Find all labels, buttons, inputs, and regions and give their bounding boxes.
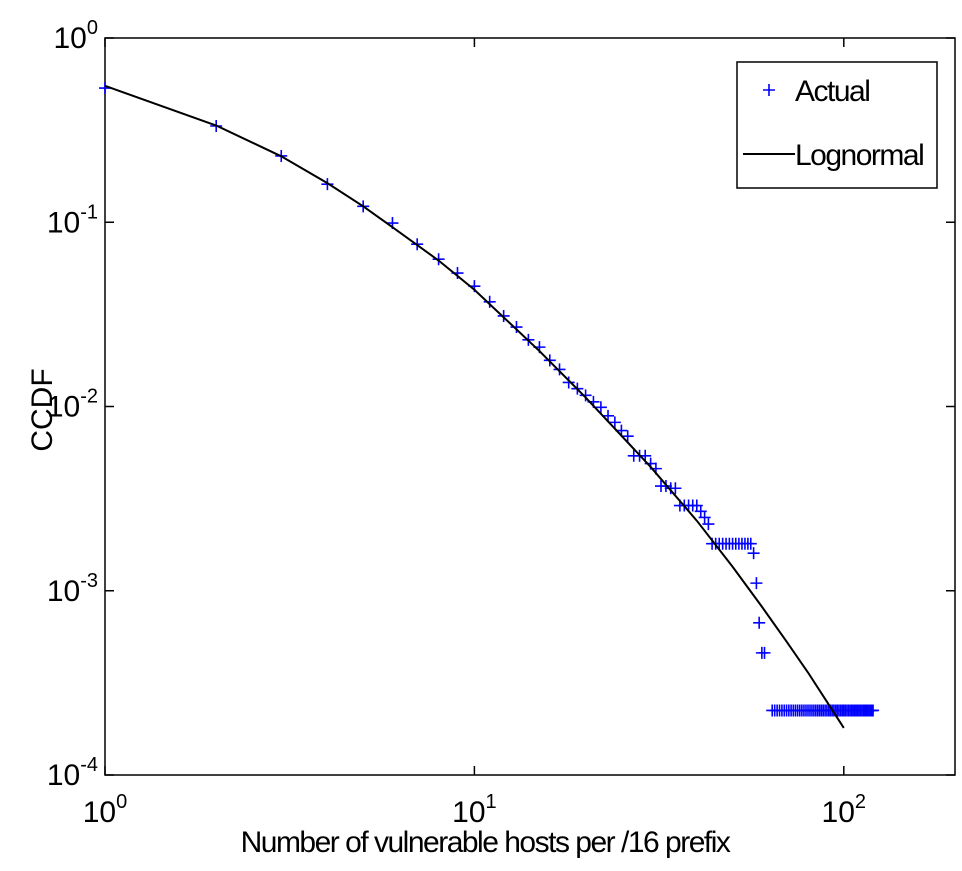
- tick-label-base: 10: [47, 575, 80, 608]
- data-point: [594, 401, 607, 414]
- tick-label: 101: [452, 791, 497, 829]
- data-point: [744, 537, 757, 550]
- legend-label: Lognormal: [795, 139, 923, 172]
- tick-label-base: 10: [54, 22, 87, 55]
- tick-label-exponent: -1: [80, 201, 98, 223]
- tick-label-exponent: 0: [116, 791, 127, 813]
- data-point: [750, 577, 763, 590]
- tick-label-base: 10: [452, 796, 485, 829]
- tick-label: 10-1: [47, 201, 98, 239]
- tick-label: 102: [822, 791, 867, 829]
- tick-label: 10-2: [47, 386, 98, 424]
- data-point: [553, 363, 566, 376]
- tick-label-base: 10: [47, 759, 80, 792]
- tick-label-exponent: 1: [486, 791, 497, 813]
- data-point: [608, 416, 621, 429]
- tick-label-exponent: -3: [80, 570, 98, 592]
- y-axis-label: CCDF: [26, 368, 59, 451]
- data-point: [669, 482, 682, 495]
- tick-label-exponent: 0: [87, 17, 98, 39]
- tick-label-base: 10: [822, 796, 855, 829]
- data-line: [104, 84, 845, 729]
- tick-label: 10-3: [47, 570, 98, 608]
- tick-label-base: 10: [47, 391, 80, 424]
- data-point: [483, 295, 496, 308]
- data-point: [867, 704, 880, 717]
- data-point: [579, 389, 592, 402]
- data-point: [562, 376, 575, 389]
- data-point: [753, 616, 766, 629]
- tick-label-exponent: -4: [80, 754, 98, 776]
- x-axis-label: Number of vulnerable hosts per /16 prefi…: [241, 826, 731, 859]
- legend-label: Actual: [795, 75, 869, 108]
- data-point: [747, 547, 760, 560]
- data-point: [621, 430, 634, 443]
- data-point: [698, 511, 711, 524]
- plot-frame: [104, 37, 956, 776]
- tick-label-base: 10: [83, 796, 116, 829]
- data-point: [432, 253, 445, 266]
- legend-marker: [763, 84, 775, 96]
- tick-label-exponent: 2: [855, 791, 866, 813]
- data-point: [694, 505, 707, 518]
- data-point: [702, 518, 715, 531]
- legend-box: [736, 61, 938, 189]
- data-point: [758, 646, 771, 659]
- tick-label-exponent: -2: [80, 386, 98, 408]
- tick-label: 10-4: [47, 754, 98, 792]
- tick-label-base: 10: [47, 206, 80, 239]
- tick-label: 100: [54, 17, 99, 55]
- tick-label: 100: [83, 791, 128, 829]
